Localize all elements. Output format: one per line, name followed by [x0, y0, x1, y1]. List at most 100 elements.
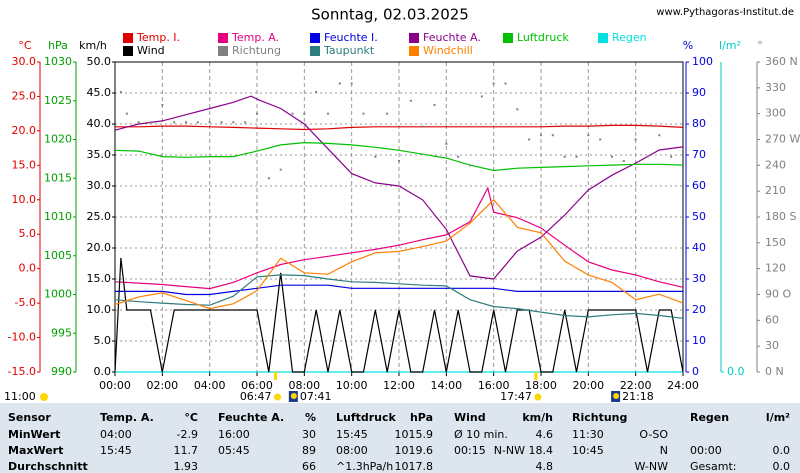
- y-tick-label: 1025: [44, 94, 72, 107]
- sun-icon: [40, 393, 48, 401]
- table-cell: ^1.3hPa/h: [336, 460, 393, 473]
- table-cell: -2.9: [177, 428, 198, 441]
- y-tick-label: 120: [765, 262, 786, 275]
- direction-dot: [670, 155, 673, 158]
- y-tick-label: 25.0: [12, 89, 37, 102]
- series-line: [114, 257, 684, 373]
- legend-swatch: [310, 33, 320, 43]
- direction-dot: [267, 177, 270, 180]
- table-background: [0, 403, 800, 473]
- table-cell: 04:00: [100, 428, 132, 441]
- table-cell: Gesamt:: [690, 460, 737, 473]
- table-header: km/h: [522, 411, 553, 424]
- direction-dot: [291, 112, 294, 115]
- table-cell: 4.6: [536, 428, 554, 441]
- direction-dot: [658, 134, 661, 137]
- x-tick-label: 08:00: [288, 379, 320, 392]
- direction-dot: [185, 121, 187, 124]
- y-tick-label: 330: [765, 81, 786, 94]
- legend-label: Temp. I.: [136, 31, 180, 44]
- table-cell: 66: [302, 460, 316, 473]
- table-cell: 00:15: [454, 444, 486, 457]
- table-cell: 11:30: [572, 428, 604, 441]
- direction-dot: [125, 112, 128, 115]
- legend-swatch: [310, 46, 320, 56]
- table-cell: Ø 10 min.: [454, 428, 508, 441]
- sun-icon: [534, 393, 542, 401]
- table-cell: N-NW 18.4: [494, 444, 553, 457]
- moon-event: 21:18: [622, 390, 654, 403]
- legend-label: Feuchte A.: [423, 31, 481, 44]
- axis-label: °: [757, 39, 763, 52]
- table-cell: 30: [302, 428, 316, 441]
- y-tick-label: 50.0: [87, 55, 112, 68]
- table-cell: 15:45: [336, 428, 368, 441]
- direction-dot: [279, 168, 282, 171]
- y-tick-label: 100: [692, 55, 713, 68]
- direction-dot: [161, 104, 164, 107]
- y-tick-label: 10: [692, 334, 706, 347]
- direction-dot: [551, 134, 554, 137]
- direction-dot: [646, 155, 649, 158]
- series-line: [114, 186, 684, 290]
- legend-swatch: [123, 46, 133, 56]
- y-tick-label: 990: [51, 365, 72, 378]
- series-line: [115, 124, 684, 131]
- table-cell: MaxWert: [8, 444, 63, 457]
- y-tick-label: -10.0: [8, 331, 36, 344]
- direction-dot: [303, 112, 306, 115]
- y-tick-label: 10.0: [87, 303, 112, 316]
- table-header: Temp. A.: [100, 411, 154, 424]
- table-header: Luftdruck: [336, 411, 397, 424]
- moon-event: 07:41: [300, 390, 332, 403]
- table-cell: N: [660, 444, 668, 457]
- chart-title: Sonntag, 02.03.2025: [311, 6, 469, 24]
- y-tick-label: 60: [765, 313, 779, 326]
- sun-marker: [534, 372, 538, 380]
- direction-dot: [528, 138, 531, 141]
- y-tick-label: 210: [765, 184, 786, 197]
- y-tick-label: 80: [692, 117, 706, 130]
- direction-dot: [540, 134, 542, 137]
- y-tick-label: 90: [692, 86, 706, 99]
- direction-dot: [173, 121, 176, 124]
- table-cell: W-NW: [634, 460, 668, 473]
- table-header: Regen: [690, 411, 729, 424]
- direction-dot: [457, 155, 460, 158]
- y-tick-label: 30: [692, 272, 706, 285]
- y-tick-label: 0.0: [94, 365, 112, 378]
- legend-label: Richtung: [232, 44, 281, 57]
- y-tick-label: 30.0: [87, 179, 112, 192]
- legend-swatch: [409, 33, 419, 43]
- moon-shape: [613, 393, 620, 399]
- y-tick-label: 40: [692, 241, 706, 254]
- direction-dot: [350, 82, 353, 85]
- y-tick-label: 0: [692, 365, 699, 378]
- y-tick-label: 0 N: [765, 365, 784, 378]
- moon-shape: [290, 393, 297, 399]
- legend-label: Wind: [137, 44, 165, 57]
- y-tick-label: 45.0: [87, 86, 112, 99]
- x-tick-label: 02:00: [146, 379, 178, 392]
- y-tick-label: 270 W: [765, 133, 800, 146]
- daylight: 11:00: [4, 390, 36, 403]
- axis-label: hPa: [48, 39, 68, 52]
- legend-swatch: [218, 46, 228, 56]
- table-cell: 1015.9: [395, 428, 434, 441]
- y-tick-label: 25.0: [87, 210, 112, 223]
- y-tick-label: 995: [51, 326, 72, 339]
- y-tick-label: 20.0: [87, 241, 112, 254]
- direction-dot: [469, 164, 471, 167]
- direction-dot: [362, 112, 365, 115]
- sun-icon: [274, 393, 282, 401]
- y-tick-label: 20.0: [12, 124, 37, 137]
- y-tick-label: 300: [765, 107, 786, 120]
- table-cell: 11.7: [174, 444, 199, 457]
- direction-dot: [149, 121, 152, 124]
- table-cell: 4.8: [536, 460, 554, 473]
- direction-dot: [611, 155, 613, 158]
- legend-label: Windchill: [423, 44, 473, 57]
- legend-swatch: [409, 46, 419, 56]
- series-line: [114, 274, 684, 319]
